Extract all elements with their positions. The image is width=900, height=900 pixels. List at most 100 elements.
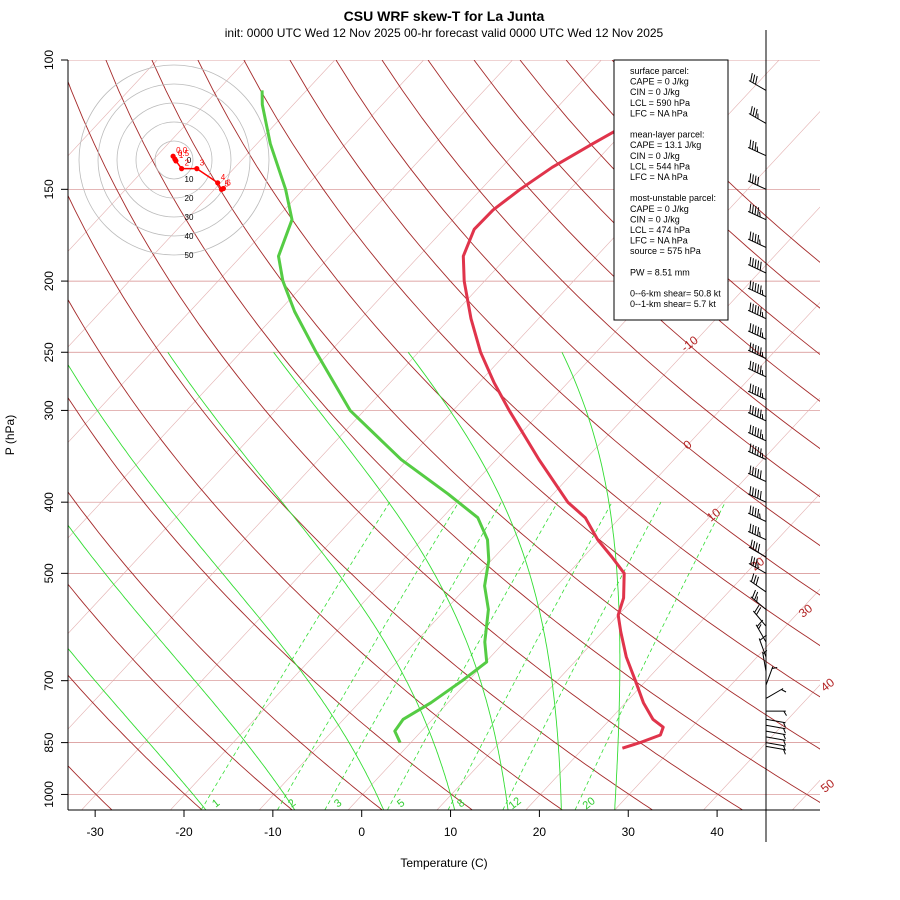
wind-barb: [765, 710, 787, 716]
chart-subtitle: init: 0000 UTC Wed 12 Nov 2025 00-hr for…: [225, 26, 664, 40]
isotherm-line: [68, 60, 247, 252]
dry-adiabat: [105, 60, 820, 803]
x-tick-label: 20: [533, 825, 547, 839]
dry-adiabat: [197, 60, 820, 698]
mixing-ratio-line: [447, 502, 613, 810]
dry-adiabat-label: -10: [678, 333, 701, 355]
parcel-info-line: LCL = 544 hPa: [630, 161, 690, 171]
hodograph-point: [179, 166, 185, 172]
dry-adiabat: [151, 60, 820, 750]
parcel-info-line: 0--6-km shear= 50.8 kt: [630, 289, 721, 299]
hodograph-point-label: 3: [200, 159, 205, 168]
parcel-box-frame: [613, 59, 729, 321]
hodograph-ring-label: 0: [187, 156, 192, 165]
isotherm-line: [68, 60, 602, 634]
hodograph: 0 10 20 30 40 50 0.00.512 3 456: [78, 64, 270, 260]
dry-adiabat: [68, 194, 653, 810]
mixing-ratio-line: [324, 501, 502, 810]
wind-barb: [747, 203, 767, 221]
hodograph-point: [215, 180, 221, 186]
dry-adiabat: [68, 674, 203, 810]
isotherm-line: [68, 60, 691, 730]
dry-adiabat: [68, 396, 473, 810]
x-tick-label: 10: [444, 825, 458, 839]
y-tick-label: 850: [42, 732, 56, 752]
dry-adiabat-label: 40: [818, 675, 837, 694]
x-tick-label: 30: [622, 825, 636, 839]
wind-barb: [765, 745, 786, 755]
moist-adiabat-lines: [68, 352, 621, 810]
wind-barb: [747, 404, 767, 422]
moist-adiabat: [407, 352, 562, 810]
wind-barb: [747, 523, 767, 541]
y-tick-label: 150: [42, 179, 56, 199]
wind-barb: [747, 465, 767, 483]
wind-barb: [765, 666, 778, 686]
hodograph-ring-label: 40: [185, 232, 194, 241]
moist-adiabat: [561, 352, 621, 810]
y-tick-label: 250: [42, 342, 56, 362]
x-tick-label: -10: [264, 825, 282, 839]
moist-adiabat-label: 5: [395, 797, 407, 810]
parcel-info-line: mean-layer parcel:: [630, 130, 705, 140]
hodograph-point-label: 5: [225, 179, 230, 188]
y-axis-ticks: 100 150 200 250 300 400 500 700 850 1000: [42, 50, 68, 808]
moist-adiabat-label: 20: [581, 795, 598, 812]
hodograph-ring-label: 20: [185, 194, 194, 203]
moist-adiabat-label: 2: [286, 797, 298, 810]
y-axis-label: P (hPa): [3, 415, 17, 455]
mixing-ratio-line: [277, 501, 460, 810]
moist-adiabat: [68, 647, 207, 810]
parcel-info-line: most-unstable parcel:: [630, 193, 716, 203]
dry-adiabat: [473, 60, 820, 402]
x-tick-label: -20: [175, 825, 193, 839]
isotherm-line: [347, 302, 820, 810]
y-tick-label: 300: [42, 400, 56, 420]
hodograph-point-label: 6: [226, 179, 231, 188]
dry-adiabat-label: 30: [796, 601, 815, 620]
wind-barb: [750, 589, 767, 610]
hodograph-point-label: 1: [179, 151, 184, 160]
wind-barb: [765, 718, 786, 728]
hodograph-point-label: 4: [221, 173, 226, 182]
hodograph-point: [194, 166, 200, 172]
hodograph-point-label: 0.5: [178, 149, 190, 158]
wind-barb: [758, 634, 767, 658]
parcel-info-line: LCL = 474 hPa: [630, 225, 690, 235]
sounding-profiles: [260, 89, 683, 750]
hodograph-point-label: 2: [185, 159, 190, 168]
wind-barb: [747, 443, 767, 461]
wind-barb: [747, 486, 767, 503]
wind-barb: [748, 106, 767, 124]
wind-barb: [752, 604, 767, 627]
y-tick-label: 700: [42, 670, 56, 690]
dry-adiabat: [68, 583, 293, 810]
moist-adiabat-label: 12: [507, 795, 524, 812]
wind-barb: [747, 231, 767, 248]
hodograph-ring: [154, 140, 194, 180]
dry-adiabat-label: 10: [704, 505, 723, 524]
wind-barb: [747, 323, 767, 340]
parcel-info-line: CAPE = 0 J/kg: [630, 204, 689, 214]
parcel-info-line: CIN = 0 J/kg: [630, 151, 680, 161]
x-axis-label: Temperature (C): [400, 856, 487, 870]
isotherm-line: [68, 60, 513, 539]
wind-barb: [765, 730, 786, 740]
wind-barb-column: [747, 30, 787, 842]
isotherm-line: [68, 60, 336, 348]
moist-adiabat: [68, 524, 296, 810]
dry-adiabat: [289, 60, 820, 596]
parcel-info-line: CAPE = 0 J/kg: [630, 77, 689, 87]
wind-barb: [748, 539, 767, 558]
dry-adiabat-lines: [68, 60, 820, 810]
mixing-ratio-line: [387, 502, 558, 810]
chart-title: CSU WRF skew-T for La Junta: [344, 8, 545, 24]
wind-barb: [765, 688, 787, 699]
parcel-info-line: PW = 8.51 mm: [630, 267, 690, 277]
background-lines: [68, 60, 820, 810]
temperature-profile: [461, 89, 683, 750]
isotherm-line: [68, 60, 424, 443]
isotherm-line: [703, 684, 820, 810]
y-tick-label: 200: [42, 271, 56, 291]
hodograph-ring-label: 30: [185, 213, 194, 222]
